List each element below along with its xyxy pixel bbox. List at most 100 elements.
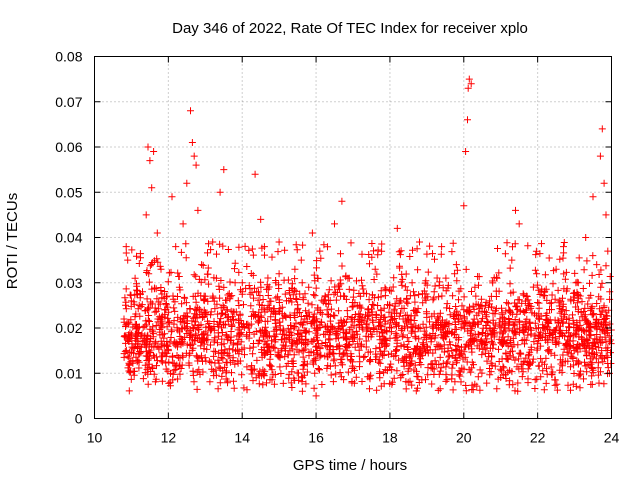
data-point xyxy=(336,369,344,376)
data-point xyxy=(503,299,511,307)
data-point xyxy=(210,338,218,346)
data-point xyxy=(597,295,605,303)
data-point xyxy=(242,284,250,292)
data-point xyxy=(588,358,596,366)
data-point xyxy=(579,285,587,292)
data-point xyxy=(143,306,151,314)
data-point xyxy=(170,304,178,312)
data-point xyxy=(149,323,157,331)
data-point xyxy=(312,284,320,292)
data-point xyxy=(374,302,382,309)
data-point xyxy=(551,351,559,359)
data-point xyxy=(189,344,197,352)
data-point xyxy=(377,323,385,331)
data-point xyxy=(398,305,406,312)
data-point xyxy=(434,316,442,324)
data-point xyxy=(380,369,388,377)
data-point xyxy=(436,385,444,393)
data-point xyxy=(540,386,548,394)
data-point xyxy=(351,343,359,351)
data-point xyxy=(429,296,437,304)
data-point xyxy=(255,336,263,344)
data-point xyxy=(597,368,604,376)
data-point xyxy=(264,274,272,282)
data-point xyxy=(268,253,276,261)
data-point xyxy=(581,344,589,352)
data-point xyxy=(220,283,228,291)
data-point xyxy=(151,353,159,361)
data-point xyxy=(504,300,512,308)
data-point xyxy=(421,294,429,302)
data-point xyxy=(510,321,518,329)
data-point xyxy=(231,360,239,368)
data-point xyxy=(387,287,395,295)
data-point xyxy=(420,333,428,341)
data-point xyxy=(505,316,513,324)
data-point xyxy=(350,286,358,294)
data-point xyxy=(398,333,406,341)
data-point xyxy=(468,381,476,389)
data-point xyxy=(264,301,272,309)
data-point xyxy=(575,254,583,262)
data-point xyxy=(145,304,153,312)
data-point xyxy=(357,342,365,350)
data-point xyxy=(238,279,246,287)
data-point xyxy=(460,202,468,210)
data-point xyxy=(390,374,398,382)
data-point xyxy=(339,328,347,336)
data-point xyxy=(260,371,268,379)
data-point xyxy=(280,327,288,335)
data-point xyxy=(200,336,208,344)
data-point xyxy=(283,297,290,305)
data-point xyxy=(133,252,140,260)
data-point xyxy=(397,309,404,317)
data-point xyxy=(268,376,276,384)
data-point xyxy=(249,251,257,259)
data-point xyxy=(486,371,494,379)
data-point xyxy=(397,247,405,255)
data-point xyxy=(286,347,294,355)
data-point xyxy=(556,356,564,364)
data-point xyxy=(452,345,460,353)
data-point xyxy=(142,317,150,325)
data-point xyxy=(167,369,174,377)
data-point xyxy=(469,338,477,346)
data-point xyxy=(215,359,223,367)
data-point xyxy=(386,363,394,371)
data-point xyxy=(179,353,187,361)
data-point xyxy=(203,345,211,353)
data-point xyxy=(216,188,224,196)
data-point xyxy=(144,380,152,388)
data-point xyxy=(199,368,207,376)
data-point xyxy=(583,336,591,344)
data-point xyxy=(402,385,410,393)
data-point xyxy=(327,371,335,379)
data-point xyxy=(545,254,553,262)
data-point xyxy=(363,320,371,328)
data-point xyxy=(518,373,526,381)
data-point xyxy=(236,310,244,318)
data-point xyxy=(351,366,358,374)
data-point xyxy=(386,323,394,331)
data-point xyxy=(432,324,440,332)
data-point xyxy=(353,330,361,338)
data-point xyxy=(255,288,262,296)
data-point xyxy=(366,357,374,365)
data-point xyxy=(580,266,588,274)
data-point xyxy=(440,341,448,349)
data-point xyxy=(127,332,135,340)
data-point xyxy=(589,344,597,352)
data-point xyxy=(412,334,420,342)
data-point xyxy=(442,371,450,379)
data-point xyxy=(520,291,528,299)
data-point xyxy=(136,350,144,358)
data-point xyxy=(414,305,422,313)
data-point xyxy=(137,254,144,262)
data-point xyxy=(468,288,475,295)
data-point xyxy=(488,339,496,347)
data-point xyxy=(413,372,421,380)
data-point xyxy=(313,257,321,265)
data-point xyxy=(457,378,465,386)
data-point xyxy=(559,300,567,308)
data-point xyxy=(151,284,159,292)
